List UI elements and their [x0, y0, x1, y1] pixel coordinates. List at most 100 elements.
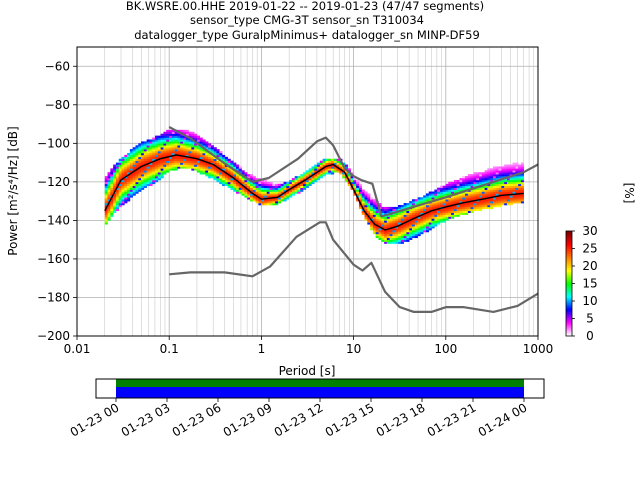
ppsd-cell — [389, 239, 393, 242]
ppsd-cell — [275, 187, 279, 190]
ppsd-cell — [409, 216, 413, 219]
ppsd-cell — [520, 162, 525, 165]
ppsd-cell — [495, 185, 499, 188]
colorbar-segment — [566, 285, 572, 288]
ppsd-cell — [118, 197, 122, 200]
ppsd-cell — [174, 158, 178, 161]
ppsd-cell — [269, 183, 273, 187]
ppsd-cell — [498, 181, 502, 185]
ppsd-cell — [473, 172, 477, 175]
ppsd-cell — [115, 179, 120, 183]
ppsd-cell — [459, 199, 463, 202]
ppsd-cell — [249, 197, 254, 200]
ppsd-cell — [171, 137, 175, 140]
colorbar-segment — [566, 276, 572, 279]
ppsd-cell — [451, 191, 455, 194]
ppsd-cell — [272, 189, 276, 192]
ppsd-cell — [389, 214, 393, 217]
ppsd-cell — [155, 176, 159, 179]
ppsd-cell — [138, 152, 142, 156]
ppsd-cell — [501, 201, 505, 204]
ppsd-cell — [129, 170, 133, 173]
colorbar-segment — [566, 260, 572, 263]
ppsd-cell — [442, 185, 446, 188]
ppsd-cell — [182, 151, 187, 154]
ppsd-cell — [230, 160, 234, 163]
colorbar-tick-label: 0 — [586, 329, 594, 343]
ppsd-cell — [322, 162, 326, 165]
ppsd-cell — [423, 208, 427, 212]
ppsd-cell — [191, 164, 195, 167]
coverage-tick-label: 01-23 21 — [425, 400, 479, 439]
ppsd-cell — [174, 152, 178, 156]
ppsd-cell — [202, 141, 206, 144]
ppsd-cell — [196, 151, 201, 154]
ppsd-cell — [216, 172, 220, 175]
ppsd-cell — [425, 216, 430, 219]
ppsd-cell — [141, 178, 145, 181]
ppsd-cell — [249, 178, 254, 181]
ppsd-cell — [462, 183, 466, 187]
ppsd-cell — [202, 145, 206, 148]
ppsd-cell — [168, 152, 173, 156]
ppsd-cell — [417, 222, 421, 225]
ppsd-cell — [358, 183, 363, 187]
ppsd-cell — [453, 181, 457, 185]
ppsd-cell — [372, 230, 376, 233]
ppsd-cell — [462, 181, 466, 185]
ppsd-cell — [300, 179, 304, 183]
ppsd-cell — [163, 164, 167, 167]
ppsd-cell — [233, 183, 237, 187]
ppsd-cell — [191, 168, 195, 171]
ppsd-cell — [428, 204, 432, 208]
ppsd-cell — [236, 166, 240, 169]
ppsd-cell — [155, 151, 159, 154]
ppsd-cell — [420, 231, 424, 235]
ppsd-cell — [185, 162, 189, 165]
ppsd-cell — [107, 189, 111, 192]
ppsd-cell — [113, 176, 117, 179]
ppsd-cell — [459, 178, 463, 181]
ppsd-cell — [470, 191, 474, 194]
ppsd-cell — [389, 233, 393, 237]
ppsd-cell — [311, 178, 315, 181]
ppsd-cell — [501, 187, 505, 190]
ppsd-cell — [481, 204, 485, 208]
ppsd-cell — [305, 179, 309, 183]
ppsd-cell — [303, 183, 307, 187]
ppsd-cell — [138, 143, 142, 146]
ppsd-cell — [127, 193, 131, 196]
ppsd-cell — [431, 214, 435, 217]
ppsd-cell — [124, 154, 128, 158]
ppsd-cell — [286, 187, 290, 190]
ppsd-cell — [104, 176, 108, 179]
ppsd-cell — [459, 193, 463, 196]
ppsd-cell — [392, 231, 396, 235]
ppsd-cell — [182, 164, 187, 167]
ppsd-cell — [305, 181, 309, 185]
ppsd-cell — [163, 147, 167, 150]
colorbar-segment — [566, 315, 572, 318]
ppsd-cell — [222, 168, 226, 171]
ppsd-cell — [129, 168, 133, 171]
ppsd-cell — [252, 183, 256, 187]
ppsd-cell — [504, 195, 508, 198]
ppsd-cell — [291, 183, 295, 187]
ppsd-cell — [171, 151, 175, 154]
ppsd-cell — [403, 239, 407, 242]
ppsd-cell — [202, 170, 206, 173]
ppsd-cell — [367, 212, 371, 215]
colorbar-segment — [566, 274, 572, 277]
ppsd-cell — [177, 156, 181, 160]
ppsd-cell — [414, 235, 418, 239]
ppsd-cell — [445, 191, 449, 194]
ppsd-cell — [459, 208, 463, 212]
y-tick-label: −180 — [37, 290, 70, 304]
ppsd-cell — [308, 179, 312, 183]
ppsd-cell — [171, 168, 175, 171]
ppsd-cell — [501, 170, 505, 173]
ppsd-cell — [210, 151, 214, 154]
ppsd-cell — [185, 166, 189, 169]
ppsd-cell — [420, 210, 424, 213]
ppsd-cell — [495, 199, 499, 202]
